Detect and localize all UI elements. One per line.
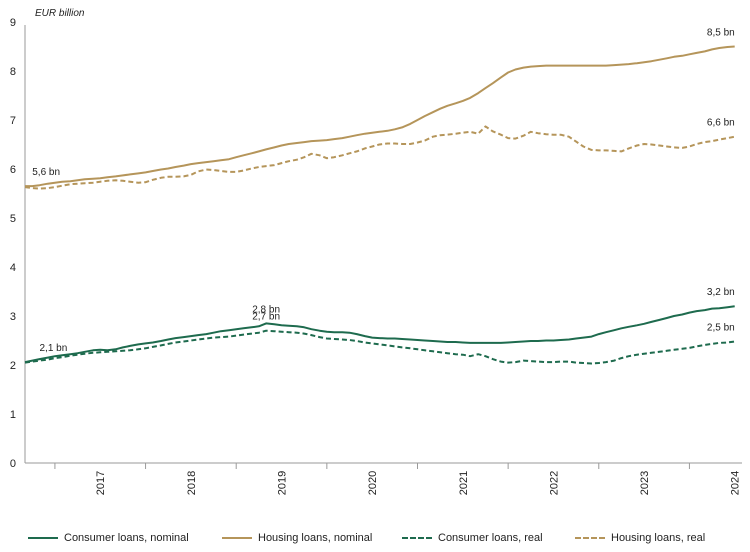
y-tick-label: 9	[10, 17, 16, 29]
x-tick-label: 2022	[548, 471, 560, 495]
y-tick-label: 1	[10, 409, 16, 421]
y-tick-label: 3	[10, 311, 16, 323]
series-lines	[24, 45, 735, 365]
legend-item-housing-nominal: Housing loans, nominal	[222, 528, 372, 548]
series-line-consumer-loans-nominal	[24, 305, 735, 364]
x-tick-label: 2020	[367, 471, 379, 495]
x-tick-label: 2023	[639, 471, 651, 495]
y-tick-label: 4	[10, 262, 16, 274]
data-label: 2,1 bn	[40, 343, 68, 354]
legend-item-consumer-real: Consumer loans, real	[402, 528, 543, 548]
legend: Consumer loans, nominal Housing loans, n…	[0, 528, 750, 548]
legend-item-consumer-nominal: Consumer loans, nominal	[28, 528, 189, 548]
data-label: 5,6 bn	[32, 167, 60, 178]
legend-swatch-housing-real	[575, 537, 605, 539]
legend-label: Consumer loans, nominal	[64, 532, 189, 544]
series-line-housing-loans-real	[24, 125, 735, 190]
y-tick-label: 0	[10, 458, 16, 470]
unit-label: EUR billion	[35, 8, 85, 19]
series-line-housing-loans-nominal	[25, 45, 735, 188]
x-tick-label: 2021	[458, 471, 470, 495]
y-tick-label: 8	[10, 66, 16, 78]
x-tick-label: 2017	[95, 471, 107, 495]
y-tick-label: 2	[10, 360, 16, 372]
legend-label: Housing loans, real	[611, 532, 706, 544]
data-label: 2,7 bn	[252, 312, 280, 323]
legend-item-housing-real: Housing loans, real	[575, 528, 705, 548]
y-tick-label: 6	[10, 164, 16, 176]
data-label: 8,5 bn	[707, 28, 735, 39]
data-label: 2,8 bn	[252, 304, 280, 315]
data-label: 2,5 bn	[707, 322, 735, 333]
y-tick-label: 7	[10, 115, 16, 127]
y-tick-label: 5	[10, 213, 16, 225]
data-label: 6,6 bn	[707, 118, 735, 129]
legend-swatch-consumer-real	[402, 537, 432, 539]
x-tick-labels: 2017 2018 2019 2020 2021 2022 2023 2024	[54, 463, 742, 495]
legend-label: Consumer loans, real	[438, 532, 543, 544]
legend-swatch-consumer-nominal	[28, 537, 58, 539]
data-label: 3,2 bn	[707, 287, 735, 298]
x-tick-label: 2018	[186, 471, 198, 495]
legend-swatch-housing-nominal	[222, 537, 252, 539]
y-tick-labels: 0 1 2 3 4 5 6 7 8 9	[10, 17, 16, 470]
legend-label: Housing loans, nominal	[258, 532, 373, 544]
x-tick-label: 2019	[277, 471, 289, 495]
x-tick-label: 2024	[730, 471, 742, 495]
series-line-consumer-loans-real	[24, 329, 735, 365]
data-labels: 8,5 bn 6,6 bn 5,6 bn 3,2 bn 2,5 bn 2,8 bn2,7 …	[32, 28, 734, 355]
